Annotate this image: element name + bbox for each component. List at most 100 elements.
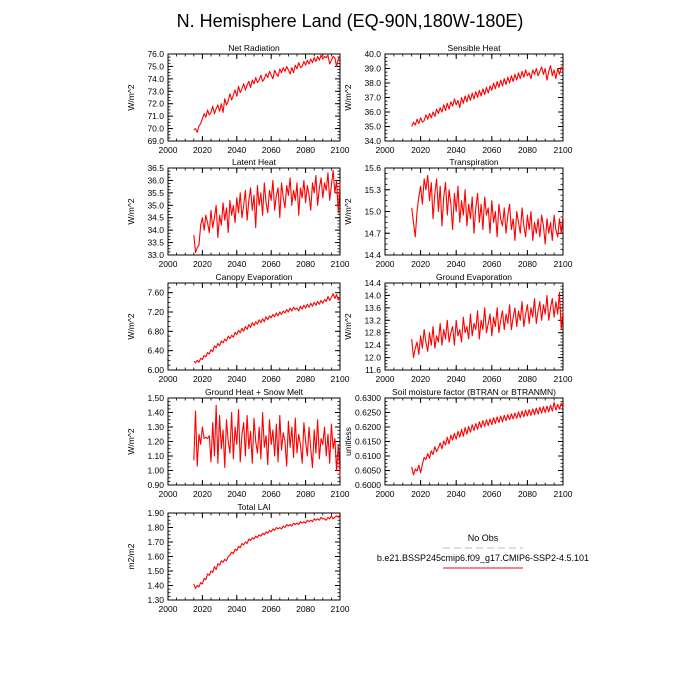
panel-title: Ground Heat + Snow Melt: [205, 387, 304, 397]
x-tick-label: 2020: [193, 489, 212, 499]
plot-frame: [167, 53, 341, 142]
x-tick-label: 2100: [331, 604, 350, 614]
y-tick-label: 1.40: [147, 408, 164, 418]
x-tick-label: 2000: [376, 259, 395, 269]
panel-title: Total LAI: [237, 502, 270, 512]
y-tick-label: 1.50: [147, 566, 164, 576]
y-axis-label: W/m^2: [343, 313, 353, 339]
panels: Net Radiation 2000 2020 2040 2060 2080 2100 69.…: [126, 43, 573, 614]
y-tick-label: 33.5: [147, 238, 164, 248]
y-tick-label: 38.0: [364, 78, 381, 88]
x-tick-label: 2060: [262, 489, 281, 499]
y-tick-label: 70.0: [147, 124, 164, 134]
x-tick-label: 2100: [331, 145, 350, 155]
y-tick-label: 11.6: [365, 365, 381, 375]
x-tick-label: 2020: [193, 259, 212, 269]
x-tick-label: 2100: [331, 374, 350, 384]
y-tick-label: 12.8: [364, 328, 381, 338]
y-tick-label: 1.20: [147, 437, 164, 447]
x-tick-label: 2040: [447, 489, 466, 499]
y-tick-label: 1.10: [147, 451, 164, 461]
panel-title: Transpiration: [449, 157, 499, 167]
y-tick-label: 1.50: [147, 393, 164, 403]
panel-title: Latent Heat: [232, 157, 277, 167]
series-line-sensible-heat: [411, 65, 564, 127]
legend-label-model: b.e21.BSSP245cmip6.f09_g17.CMIP6-SSP2-4.…: [377, 553, 589, 563]
y-tick-label: 71.0: [147, 111, 164, 121]
x-tick-label: 2040: [227, 604, 246, 614]
x-tick-label: 2040: [227, 145, 246, 155]
plot-frame: [167, 282, 341, 371]
y-tick-label: 14.7: [364, 228, 381, 238]
plot-frame: [167, 512, 341, 601]
x-tick-label: 2080: [518, 374, 537, 384]
panel-sensible-heat: Sensible Heat 2000 2020 2040 2060 2080 2100 34.…: [343, 43, 573, 155]
panel-title: Ground Evaporation: [436, 272, 512, 282]
y-tick-label: 13.6: [364, 303, 381, 313]
panel-latent-heat: Latent Heat 2000 2020 2040 2060 2080 2100 33.0 3…: [126, 157, 350, 269]
x-tick-label: 2080: [296, 374, 315, 384]
y-tick-label: 0.6100: [355, 451, 381, 461]
panel-ground-evaporation: Ground Evaporation 2000 2020 2040 2060 2080 21…: [343, 272, 573, 384]
x-tick-label: 2000: [159, 145, 178, 155]
series-line-ground-evaporation: [411, 291, 564, 359]
series-line-total-lai: [193, 514, 341, 589]
x-tick-label: 2080: [518, 259, 537, 269]
y-tick-label: 72.0: [147, 99, 164, 109]
y-axis-label: W/m^2: [126, 313, 136, 339]
plot-frame: [167, 167, 341, 256]
panel-title: Net Radiation: [228, 43, 280, 53]
y-tick-label: 15.6: [364, 163, 381, 173]
y-tick-label: 40.0: [364, 49, 381, 59]
x-tick-label: 2060: [482, 259, 501, 269]
x-tick-label: 2000: [159, 489, 178, 499]
x-tick-label: 2060: [262, 374, 281, 384]
y-tick-label: 15.0: [364, 207, 381, 217]
x-tick-label: 2000: [159, 374, 178, 384]
x-tick-label: 2080: [518, 145, 537, 155]
series-line-transpiration: [411, 174, 564, 245]
x-tick-label: 2080: [518, 489, 537, 499]
y-tick-label: 6.40: [147, 346, 164, 356]
y-tick-label: 15.3: [364, 185, 381, 195]
x-tick-label: 2040: [447, 259, 466, 269]
series-line-canopy-evaporation: [193, 293, 341, 364]
y-axis-label: W/m^2: [126, 84, 136, 110]
y-tick-label: 13.2: [364, 315, 381, 325]
y-tick-label: 6.80: [147, 326, 164, 336]
y-tick-label: 0.6300: [355, 393, 381, 403]
y-tick-label: 12.4: [364, 340, 381, 350]
y-tick-label: 0.6000: [355, 480, 381, 490]
x-tick-label: 2020: [193, 604, 212, 614]
y-tick-label: 1.00: [147, 466, 164, 476]
x-tick-label: 2020: [193, 145, 212, 155]
panel-net-radiation: Net Radiation 2000 2020 2040 2060 2080 2100 69.…: [126, 43, 350, 155]
x-tick-label: 2060: [262, 259, 281, 269]
x-tick-label: 2060: [482, 489, 501, 499]
panel-soil-moisture-factor-btran-or-btranmn: Soil moisture factor (BTRAN or BTRANMN) 2…: [343, 387, 573, 499]
y-tick-label: 69.0: [147, 136, 164, 146]
series-line-latent-heat: [193, 169, 341, 254]
x-tick-label: 2000: [159, 259, 178, 269]
y-axis-label: m2/m2: [126, 543, 136, 569]
x-tick-label: 2000: [376, 374, 395, 384]
x-tick-label: 2060: [262, 604, 281, 614]
y-tick-label: 1.30: [147, 595, 164, 605]
series-line-soil-moisture-factor-btran-or-btranmn: [411, 401, 564, 476]
y-tick-label: 7.20: [147, 307, 164, 317]
x-tick-label: 2000: [376, 145, 395, 155]
y-tick-label: 0.6150: [355, 437, 381, 447]
y-tick-label: 1.80: [147, 523, 164, 533]
y-tick-label: 35.0: [147, 200, 164, 210]
y-tick-label: 1.70: [147, 537, 164, 547]
x-tick-label: 2040: [227, 374, 246, 384]
x-tick-label: 2000: [159, 604, 178, 614]
y-tick-label: 14.4: [364, 250, 381, 260]
y-tick-label: 6.00: [147, 365, 164, 375]
y-tick-label: 37.0: [364, 93, 381, 103]
series-line-net-radiation: [193, 54, 341, 133]
x-tick-label: 2020: [411, 145, 430, 155]
x-tick-label: 2080: [296, 259, 315, 269]
x-tick-label: 2060: [262, 145, 281, 155]
x-tick-label: 2100: [554, 145, 573, 155]
